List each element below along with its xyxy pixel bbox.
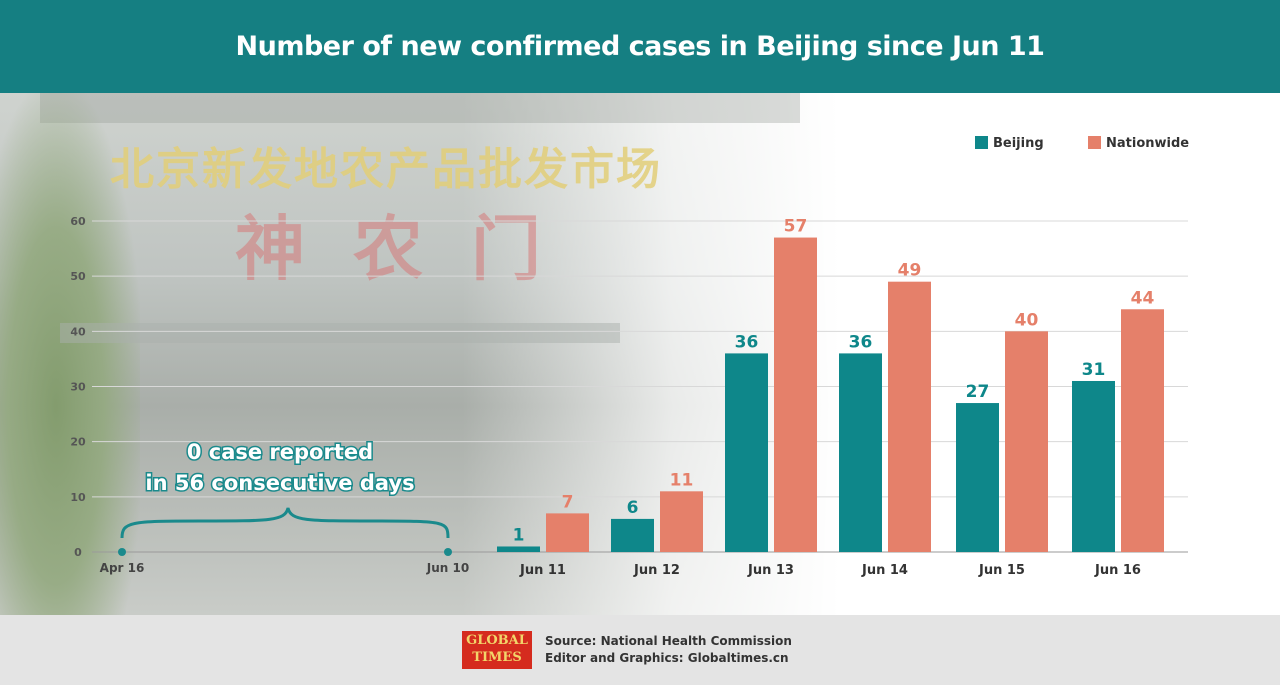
y-tick-label: 20 xyxy=(70,436,86,449)
x-tick-label: Jun 14 xyxy=(861,563,908,578)
y-tick-label: 10 xyxy=(70,491,86,504)
x-tick-label: Jun 13 xyxy=(747,563,794,578)
data-label-beijing: 36 xyxy=(735,332,759,352)
legend: Beijing Nationwide xyxy=(975,136,1189,151)
data-label-nationwide: 11 xyxy=(670,470,694,490)
bar-beijing xyxy=(611,518,654,552)
data-label-nationwide: 7 xyxy=(562,492,574,512)
bar-chart: 0 10 20 30 40 50 60 1 7 6 11 36 57 36 49 27 40 31 44 Jun … xyxy=(70,136,1189,578)
x-axis: Jun 11 Jun 12 Jun 13 Jun 14 Jun 15 Jun 16 xyxy=(519,563,1141,578)
data-label-beijing: 36 xyxy=(849,332,873,352)
annotation-line-1: 0 case reported xyxy=(187,440,373,464)
data-label-nationwide: 40 xyxy=(1015,310,1039,330)
data-label-beijing: 27 xyxy=(966,382,990,402)
y-tick-label: 50 xyxy=(70,270,86,283)
footer-bar xyxy=(0,615,1280,685)
y-tick-label: 30 xyxy=(70,381,86,394)
bar-nationwide xyxy=(1005,331,1048,552)
x-tick-label: Jun 12 xyxy=(633,563,680,578)
data-label-nationwide: 57 xyxy=(784,217,808,237)
chart-title: Number of new confirmed cases in Beijing… xyxy=(235,31,1045,62)
logo-line-1: GLOBAL xyxy=(466,633,528,648)
legend-label-nationwide: Nationwide xyxy=(1106,136,1189,151)
legend-label-beijing: Beijing xyxy=(993,136,1044,151)
photo-beam xyxy=(60,323,620,343)
bar-beijing xyxy=(1072,380,1115,552)
annotation-line-2: in 56 consecutive days xyxy=(145,471,414,495)
photo-trees xyxy=(0,93,140,615)
bar-nationwide xyxy=(888,281,931,552)
data-label-nationwide: 49 xyxy=(898,261,922,281)
bar-beijing xyxy=(956,403,999,552)
legend-swatch-nationwide xyxy=(1088,136,1101,149)
bar-nationwide xyxy=(1121,309,1164,552)
y-tick-label: 40 xyxy=(70,325,86,338)
source-text: Source: National Health Commission xyxy=(545,634,792,648)
photo-roof xyxy=(40,93,800,123)
source-credits: Source: National Health Commission Edito… xyxy=(545,633,792,667)
editor-text: Editor and Graphics: Globaltimes.cn xyxy=(545,651,789,665)
zero-case-annotation: 0 case reported in 56 consecutive days Apr… xyxy=(100,439,470,576)
data-label-beijing: 31 xyxy=(1082,360,1106,380)
y-tick-label: 0 xyxy=(74,546,82,559)
data-label-nationwide: 44 xyxy=(1131,288,1155,308)
bar-nationwide xyxy=(546,513,589,552)
annotation-end-dot xyxy=(444,548,452,556)
logo-line-2: TIMES xyxy=(472,650,522,665)
annotation-start-dot xyxy=(118,548,126,556)
legend-swatch-beijing xyxy=(975,136,988,149)
y-tick-label: 60 xyxy=(70,215,86,228)
annotation-end-label: Jun 10 xyxy=(426,561,469,575)
annotation-brace xyxy=(120,507,450,539)
y-axis: 0 10 20 30 40 50 60 xyxy=(70,215,86,559)
data-label-beijing: 1 xyxy=(513,525,525,545)
x-tick-label: Jun 15 xyxy=(978,563,1025,578)
x-tick-label: Jun 16 xyxy=(1094,563,1141,578)
x-tick-label: Jun 11 xyxy=(519,563,566,578)
bar-nationwide xyxy=(660,491,703,552)
data-label-beijing: 6 xyxy=(627,498,639,518)
bar-nationwide xyxy=(774,237,817,553)
global-times-logo: GLOBAL TIMES xyxy=(462,631,532,669)
photo-sign-text: 北京新发地农产品批发市场 xyxy=(110,144,662,195)
bar-beijing xyxy=(497,546,540,552)
bar-beijing xyxy=(839,353,882,552)
annotation-start-label: Apr 16 xyxy=(100,561,145,575)
header-bar: Number of new confirmed cases in Beijing… xyxy=(0,0,1280,93)
bar-beijing xyxy=(725,353,768,552)
bars: 1 7 6 11 36 57 36 49 27 40 31 44 xyxy=(497,217,1164,553)
